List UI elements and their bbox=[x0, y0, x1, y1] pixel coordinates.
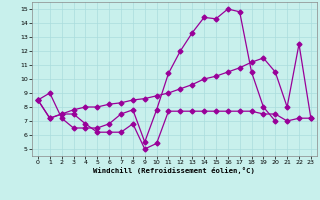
X-axis label: Windchill (Refroidissement éolien,°C): Windchill (Refroidissement éolien,°C) bbox=[93, 167, 255, 174]
